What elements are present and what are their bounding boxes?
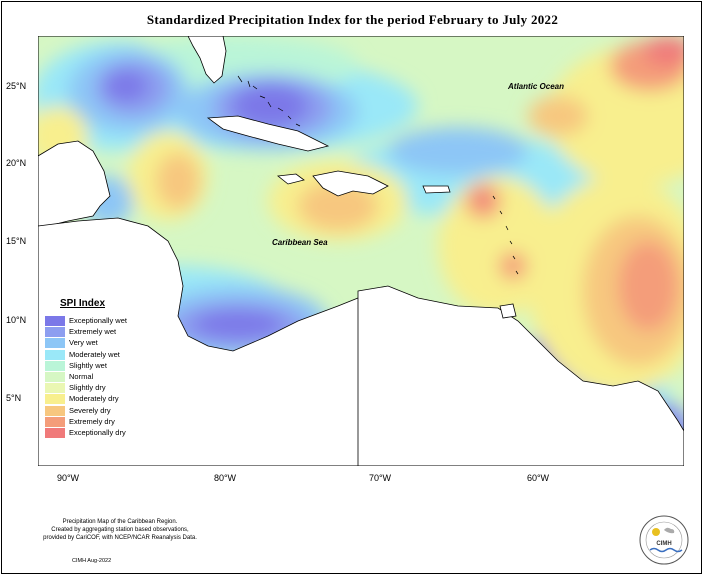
legend-title: SPI Index (60, 298, 106, 309)
lat-label-25: 25°N (6, 81, 27, 91)
legend-swatch (45, 327, 65, 338)
puerto-rico-land (422, 185, 451, 194)
jamaica-land (276, 173, 305, 185)
lat-label-15: 15°N (6, 236, 27, 246)
legend-swatch (45, 428, 65, 438)
small-islands (237, 75, 519, 275)
footnote-line: provided by CariCOF, with NCEP/NCAR Rean… (43, 535, 197, 541)
legend-label: Severely dry (69, 405, 111, 415)
legend-item: Very wet (43, 338, 173, 349)
legend-label: Very wet (69, 338, 98, 348)
florida-land (187, 36, 227, 84)
legend-item: Slightly wet (43, 360, 173, 372)
legend-swatch (45, 394, 65, 405)
legend-label: Exceptionally wet (69, 316, 127, 325)
legend-swatch (45, 338, 65, 349)
legend-label: Slightly dry (69, 383, 106, 393)
lon-label-60: 60°W (526, 473, 550, 483)
wave-icon (649, 547, 683, 553)
lat-label-5: 5°N (6, 393, 22, 403)
legend-item: Severely dry (43, 405, 173, 417)
credit-text: CIMH Aug-2022 (72, 558, 112, 564)
trinidad-land (499, 303, 517, 319)
legend-item: Moderately wet (43, 349, 173, 361)
legend-item: Slightly dry (43, 383, 173, 394)
legend-item: Exceptionally dry (43, 428, 173, 439)
lon-label-80: 80°W (213, 473, 237, 483)
map-title: Standardized Precipitation Index for the… (146, 12, 559, 27)
legend-item: Extremely wet (43, 327, 173, 338)
legend-item: Normal (43, 372, 173, 383)
lon-label-90: 90°W (56, 473, 80, 483)
footnote-line: Precipitation Map of the Caribbean Regio… (62, 519, 178, 525)
legend-label: Moderately wet (69, 349, 120, 359)
south-america-land (357, 285, 684, 466)
cloud-icon (664, 527, 675, 534)
caribbean-sea-label: Caribbean Sea (272, 238, 328, 247)
lat-label-20: 20°N (6, 158, 27, 168)
footnote: Precipitation Map of the Caribbean Regio… (30, 518, 210, 542)
atlantic-ocean-label: Atlantic Ocean (507, 82, 564, 91)
cimh-logo: CIMH (639, 515, 689, 565)
lat-label-10: 10°N (6, 315, 27, 325)
legend-label: Moderately dry (69, 394, 119, 404)
footnote-line: Created by aggregating station based obs… (51, 527, 189, 533)
land-masses (38, 36, 684, 466)
legend-swatch (45, 360, 65, 371)
legend-swatch (45, 372, 65, 382)
cuba-land (206, 115, 330, 152)
legend-label: Normal (69, 372, 94, 381)
legend-label: Extremely dry (69, 416, 115, 426)
legend-swatch (45, 349, 65, 360)
precipitation-map: Atlantic Ocean Caribbean Sea (38, 36, 684, 466)
legend-swatch (45, 416, 65, 427)
legend-swatch (45, 405, 65, 416)
legend-label: Exceptionally dry (69, 428, 126, 437)
logo-text: CIMH (656, 541, 671, 547)
legend-item: Exceptionally wet (43, 316, 173, 327)
legend-swatch (45, 316, 65, 326)
sun-icon (652, 528, 660, 536)
hispaniola-land (312, 170, 389, 197)
legend-swatch (45, 383, 65, 394)
legend-item: Extremely dry (43, 416, 173, 428)
legend-label: Slightly wet (69, 360, 107, 370)
legend-item: Moderately dry (43, 394, 173, 405)
legend-label: Extremely wet (69, 327, 117, 337)
lon-label-70: 70°W (368, 473, 392, 483)
